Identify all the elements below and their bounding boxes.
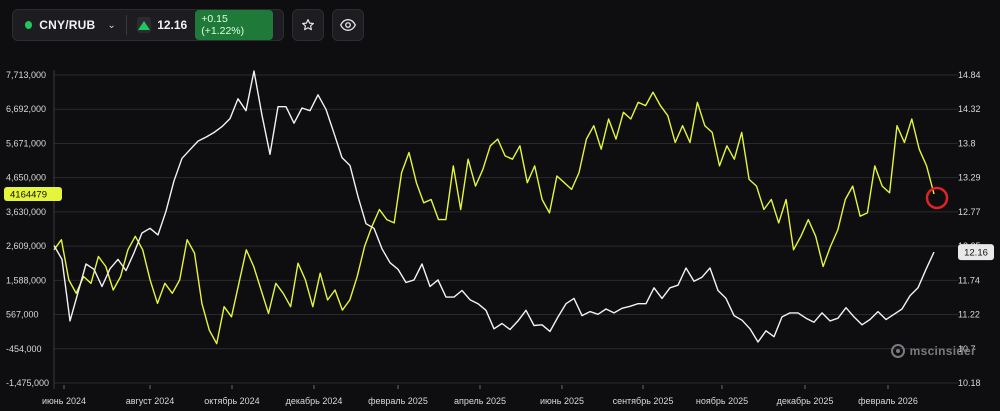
right-tick-label: 10.7 [958, 344, 976, 354]
price-change-badge: +0.15 (+1.22%) [195, 10, 273, 40]
left-tick-label: 7,713,000 [6, 70, 46, 80]
highlight-circle [925, 186, 949, 210]
last-price-marker [958, 244, 994, 261]
x-tick-label: декабрь 2024 [286, 396, 343, 406]
chevron-down-icon[interactable]: ⌄ [107, 19, 116, 31]
watermark-text: mscinsider [909, 344, 976, 358]
price-series-line [53, 70, 935, 343]
last-price: 12.16 [157, 18, 188, 32]
right-tick-label: 14.84 [958, 70, 981, 80]
right-tick-label: 10.18 [958, 378, 981, 388]
left-tick-label: -1,475,000 [6, 378, 49, 388]
x-tick-label: декабрь 2025 [777, 396, 834, 406]
symbol-name: CNY/RUB [39, 18, 96, 32]
left-axis: 7,713,000 6,692,000 5,671,000 4,650,000 3,63… [6, 70, 49, 388]
left-tick-label: -454,000 [6, 344, 42, 354]
last-price-marker-label: 12.16 [964, 248, 988, 259]
left-tick-label: 1,588,000 [6, 275, 46, 285]
divider [125, 15, 127, 35]
left-value-marker [4, 186, 62, 201]
x-tick-label: февраль 2025 [368, 396, 428, 406]
x-tick-label: ноябрь 2025 [696, 396, 748, 406]
right-tick-label: 11.22 [958, 310, 980, 320]
msc-logo-icon [890, 344, 905, 358]
chart-markers: 4164479 12.16 [4, 186, 994, 261]
favorite-button[interactable] [292, 9, 324, 41]
x-tick-label: июнь 2025 [540, 396, 584, 406]
right-tick-label: 13.29 [958, 173, 981, 183]
x-tick-label: апрель 2025 [454, 396, 506, 406]
left-tick-label: 3,630,000 [6, 207, 46, 217]
right-tick-label: 11.74 [958, 275, 980, 285]
watermark: mscinsider [890, 344, 976, 358]
left-tick-label: 2,609,000 [6, 241, 46, 251]
right-tick-label: 13.8 [958, 138, 976, 148]
star-icon [302, 19, 314, 31]
x-tick-label: июнь 2024 [42, 396, 86, 406]
yellow-series-line [53, 91, 935, 345]
x-tick-label: сентябрь 2025 [613, 396, 674, 406]
left-tick-label: 5,671,000 [6, 138, 46, 148]
up-triangle-icon [136, 17, 152, 33]
left-tick-label: 567,000 [6, 310, 39, 320]
market-status-dot [25, 21, 33, 29]
x-tick-label: февраль 2026 [858, 396, 918, 406]
left-tick-label: 6,692,000 [6, 104, 46, 114]
chart-grid [53, 70, 958, 389]
right-tick-label: 12.77 [958, 207, 981, 217]
right-tick-label: 14.32 [958, 104, 981, 114]
x-tick-label: август 2024 [126, 396, 175, 406]
left-value-marker-label: 4164479 [10, 189, 47, 200]
eye-icon [340, 18, 356, 32]
x-axis: июнь 2024 август 2024 октябрь 2024 декабрь … [42, 385, 918, 406]
x-tick-label: октябрь 2024 [204, 396, 259, 406]
chart-toolbar: CNY/RUB ⌄ 12.16 +0.15 (+1.22%) [12, 9, 364, 41]
symbol-selector[interactable]: CNY/RUB ⌄ 12.16 +0.15 (+1.22%) [12, 9, 284, 41]
right-axis: 14.8414.3213.813.2912.7712.2511.7411.221… [958, 70, 981, 388]
visibility-button[interactable] [332, 9, 364, 41]
left-tick-label: 4,650,000 [6, 173, 46, 183]
chart-series [53, 70, 935, 345]
